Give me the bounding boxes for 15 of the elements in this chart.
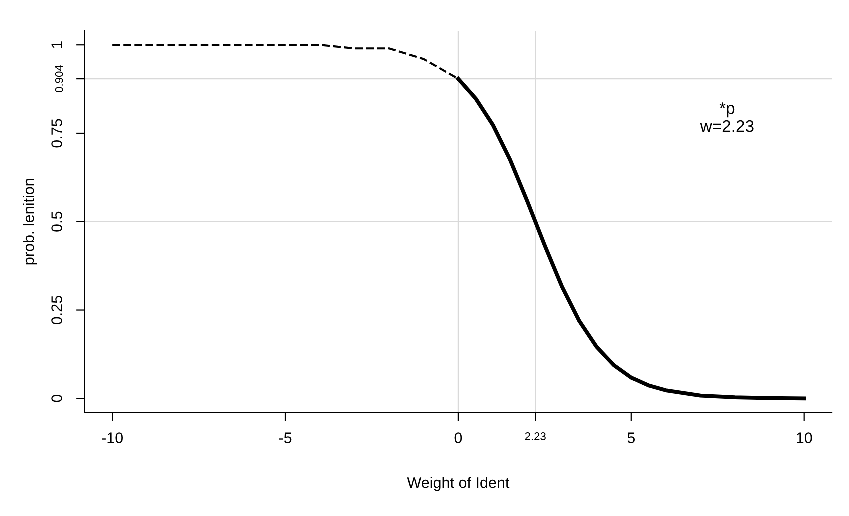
x-tick-label: 5: [628, 432, 636, 444]
x-tick-label: 0: [454, 432, 462, 444]
annotation: *p w=2.23: [700, 102, 754, 132]
x-axis-title: Weight of Ident: [407, 477, 510, 492]
y-axis-title: prob. lenition: [23, 179, 38, 265]
y-tick-label: 0.904: [55, 65, 64, 93]
y-tick-label: 1: [52, 42, 62, 48]
x-tick-label: -10: [102, 432, 124, 444]
y-tick-label: 0: [52, 395, 62, 402]
x-tick-label: 10: [797, 432, 812, 444]
y-tick-label: 0.25: [52, 296, 62, 325]
x-tick-label: -5: [279, 432, 292, 444]
x-tick-label: 2.23: [525, 432, 546, 440]
y-tick-label: 0.5: [52, 212, 62, 232]
y-tick-label: 0.75: [52, 119, 62, 148]
